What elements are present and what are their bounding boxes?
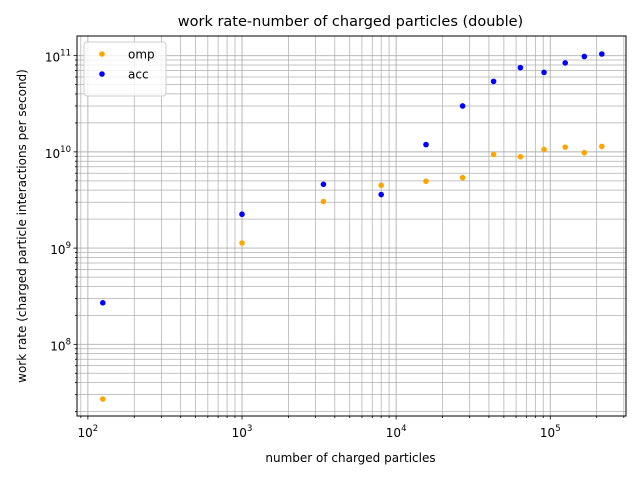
data-point-acc (100, 300, 106, 306)
data-point-acc (581, 53, 588, 60)
data-point-omp (490, 151, 497, 158)
data-point-omp (378, 182, 385, 189)
y-tick-label: 1010 (45, 145, 71, 161)
data-point-omp (581, 149, 588, 156)
legend-box (83, 41, 167, 97)
data-point-acc (562, 60, 569, 66)
data-point-omp (320, 198, 327, 205)
data-point-omp (100, 396, 106, 402)
data-point-omp (562, 144, 569, 150)
y-tick-label: 109 (50, 241, 71, 257)
data-point-acc (541, 69, 547, 76)
plot-frame (76, 35, 627, 417)
data-points (100, 51, 605, 402)
data-point-acc (423, 141, 429, 148)
data-point-omp (423, 178, 429, 185)
grid (77, 36, 626, 416)
x-axis-label: number of charged particles (265, 451, 435, 465)
x-tick-label: 103 (232, 424, 253, 440)
y-tick-label: 1011 (45, 49, 71, 65)
axis-ticks: 102 103 104 105 108 109 1010 1011 (45, 49, 625, 440)
x-tick-label: 105 (540, 424, 561, 440)
data-point-acc (459, 103, 466, 109)
data-point-omp (517, 153, 524, 160)
legend-marker-acc (99, 71, 105, 77)
data-point-omp (459, 174, 466, 181)
y-tick-label: 108 (50, 337, 71, 353)
data-point-acc (517, 64, 524, 71)
data-point-acc (599, 51, 605, 57)
data-point-omp (541, 146, 547, 153)
x-tick-label: 102 (78, 424, 99, 440)
legend: omp acc (83, 41, 167, 97)
data-point-omp (599, 143, 605, 150)
data-point-omp (239, 240, 245, 246)
chart-title: work rate-number of charged particles (d… (178, 14, 523, 30)
legend-label-omp: omp (128, 48, 155, 62)
legend-marker-omp (99, 51, 105, 57)
data-point-acc (320, 181, 327, 188)
data-point-acc (490, 78, 497, 85)
data-point-acc (378, 191, 385, 198)
x-tick-label: 104 (386, 424, 407, 440)
y-axis-label: work rate (charged particle interactions… (15, 69, 29, 383)
legend-label-acc: acc (128, 68, 149, 82)
data-point-acc (239, 211, 245, 218)
